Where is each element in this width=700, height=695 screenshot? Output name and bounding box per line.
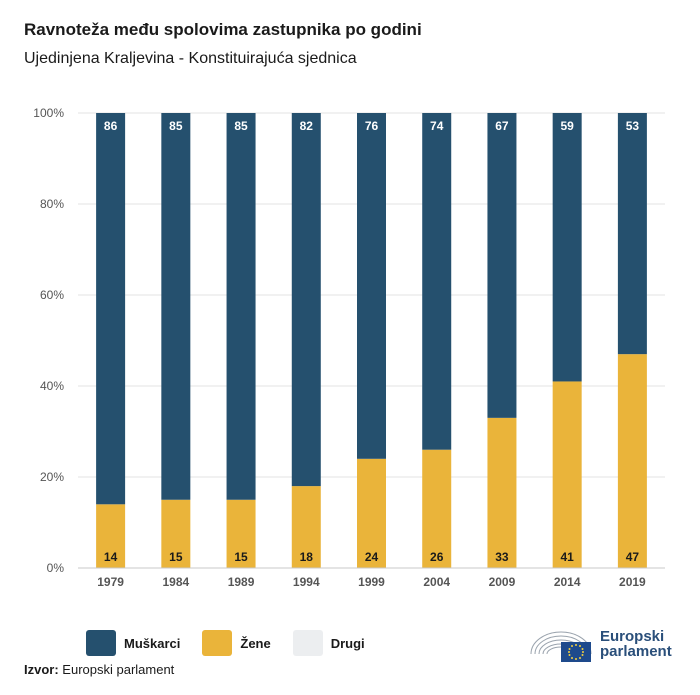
y-tick-label: 100% <box>33 106 64 120</box>
x-tick-label: 2014 <box>554 575 581 589</box>
source-text: Europski parlament <box>62 662 175 677</box>
x-tick-label: 2009 <box>489 575 516 589</box>
data-label-women: 26 <box>430 550 444 564</box>
bar-women <box>226 499 256 568</box>
bar-women <box>617 354 647 568</box>
data-label-men: 74 <box>430 119 444 133</box>
bar-women <box>96 504 126 568</box>
data-label-men: 85 <box>169 119 183 133</box>
logo-wordmark: Europski parlament <box>600 629 672 659</box>
bar-men <box>487 113 517 418</box>
data-label-men: 86 <box>104 119 118 133</box>
logo-line-2: parlament <box>600 643 672 660</box>
data-label-women: 15 <box>169 550 183 564</box>
x-tick-label: 2019 <box>619 575 646 589</box>
y-tick-label: 40% <box>40 379 64 393</box>
bar-women <box>161 499 191 568</box>
data-label-women: 18 <box>300 550 314 564</box>
data-label-women: 41 <box>560 550 574 564</box>
y-tick-label: 60% <box>40 288 64 302</box>
legend-item-men: Muškarci <box>86 630 180 656</box>
bar-women <box>422 449 452 568</box>
legend-label-men: Muškarci <box>124 635 181 651</box>
data-label-women: 47 <box>626 550 640 564</box>
legend-label-women: Žene <box>240 635 271 651</box>
data-label-women: 15 <box>234 550 248 564</box>
bar-men <box>357 113 386 459</box>
bar-men <box>291 113 321 487</box>
data-label-men: 53 <box>626 119 640 133</box>
bar-men <box>226 113 256 500</box>
legend-item-women: Žene <box>202 630 271 656</box>
chart-subtitle: Ujedinjena Kraljevina - Konstituirajuća … <box>24 50 357 67</box>
x-tick-label: 1984 <box>162 575 189 589</box>
y-tick-label: 80% <box>40 197 64 211</box>
bar-women <box>487 417 517 568</box>
x-tick-label: 1994 <box>293 575 320 589</box>
data-label-men: 59 <box>560 119 574 133</box>
bar-men <box>617 113 647 355</box>
x-tick-label: 1989 <box>228 575 255 589</box>
bar-men <box>552 113 582 382</box>
y-tick-label: 20% <box>40 470 64 484</box>
legend-label-other: Drugi <box>330 635 365 651</box>
legend-swatch-women <box>202 630 233 656</box>
bar-men <box>96 113 126 505</box>
legend: Muškarci Žene Drugi <box>86 630 365 656</box>
data-label-men: 67 <box>495 119 509 133</box>
bar-women <box>357 458 386 568</box>
source-note: Izvor: Europski parlament <box>24 662 174 677</box>
data-label-women: 14 <box>104 550 118 564</box>
data-label-men: 76 <box>365 119 379 133</box>
stacked-bar-chart: 0% 20% 40% 60% 80% 100% 86 14 1979 85 15 1984 85 15 19… <box>33 106 665 589</box>
european-parliament-hemicycle-icon <box>530 631 592 662</box>
logo-line-1: Europski <box>600 628 665 645</box>
bar-men <box>161 113 191 500</box>
y-tick-label: 0% <box>47 561 65 575</box>
europarl-logo: Europski parlament <box>528 624 672 664</box>
data-label-men: 82 <box>300 119 314 133</box>
data-label-women: 24 <box>365 550 379 564</box>
chart-title: Ravnoteža među spolovima zastupnika po g… <box>24 20 422 39</box>
source-label: Izvor: <box>24 662 59 677</box>
data-label-men: 85 <box>234 119 248 133</box>
legend-swatch-men <box>86 630 116 656</box>
bar-men <box>422 113 452 450</box>
x-tick-label: 1979 <box>97 575 124 589</box>
x-tick-label: 2004 <box>423 575 450 589</box>
data-label-women: 33 <box>495 550 509 564</box>
legend-swatch-other <box>292 630 323 656</box>
bar-women <box>291 486 321 568</box>
bar-women <box>552 381 582 568</box>
legend-item-other: Drugi <box>292 630 365 656</box>
x-tick-label: 1999 <box>358 575 385 589</box>
